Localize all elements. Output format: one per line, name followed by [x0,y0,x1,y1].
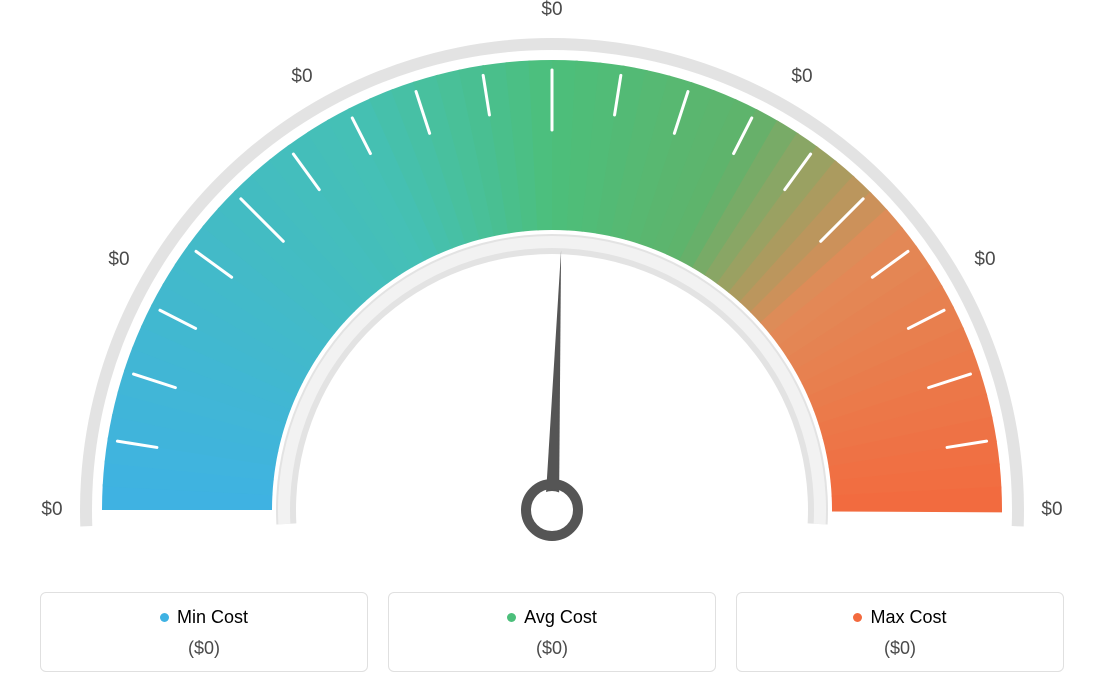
legend-value-min: ($0) [41,638,367,659]
legend-label-max: Max Cost [870,607,946,628]
gauge-svg [0,0,1104,560]
legend-dot-max [853,613,862,622]
legend-card-min: Min Cost ($0) [40,592,368,672]
gauge-chart: $0 $0 $0 $0 $0 $0 $0 [0,0,1104,560]
legend-title-min: Min Cost [160,607,248,628]
gauge-scale-label: $0 [291,66,312,88]
gauge-scale-label: $0 [108,249,129,271]
gauge-scale-label: $0 [1041,499,1062,521]
legend-title-max: Max Cost [853,607,946,628]
legend-label-min: Min Cost [177,607,248,628]
legend-value-avg: ($0) [389,638,715,659]
gauge-scale-label: $0 [791,66,812,88]
cost-gauge-container: $0 $0 $0 $0 $0 $0 $0 Min Cost ($0) Avg Cost ($… [0,0,1104,690]
legend-dot-avg [507,613,516,622]
legend-row: Min Cost ($0) Avg Cost ($0) Max Cost ($0… [40,592,1064,672]
gauge-scale-label: $0 [41,499,62,521]
legend-card-max: Max Cost ($0) [736,592,1064,672]
legend-label-avg: Avg Cost [524,607,597,628]
gauge-scale-label: $0 [541,0,562,21]
legend-value-max: ($0) [737,638,1063,659]
legend-dot-min [160,613,169,622]
gauge-scale-label: $0 [974,249,995,271]
legend-title-avg: Avg Cost [507,607,597,628]
legend-card-avg: Avg Cost ($0) [388,592,716,672]
